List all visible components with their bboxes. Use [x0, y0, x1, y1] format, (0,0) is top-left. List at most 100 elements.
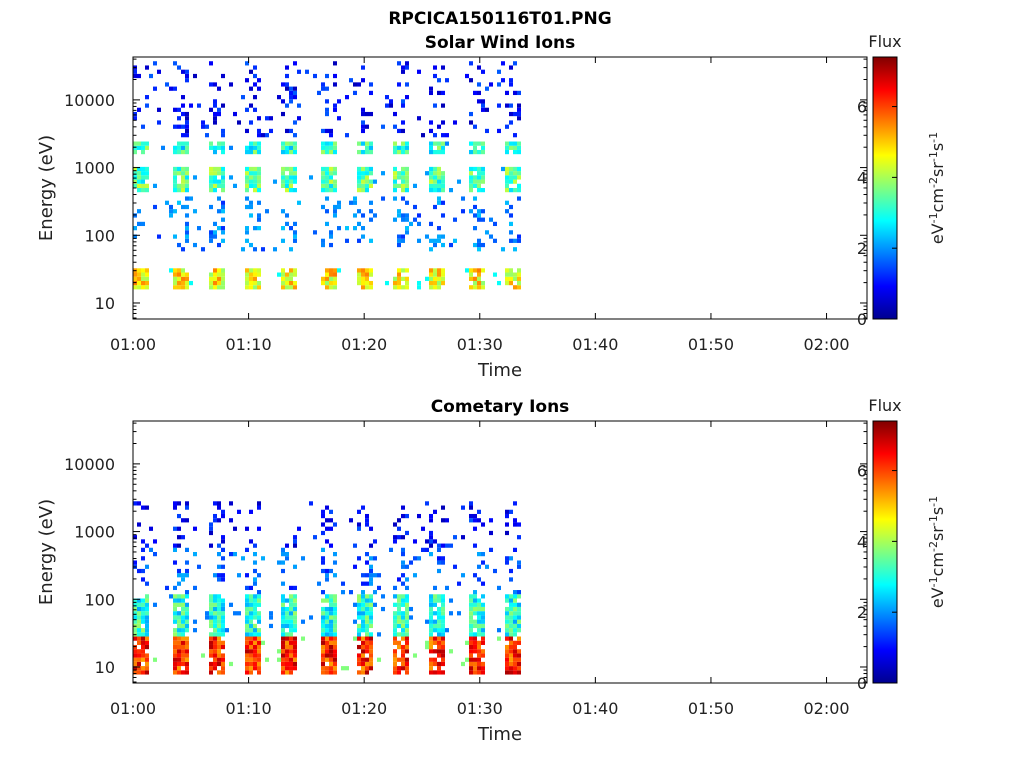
- heatmap-cell: [393, 623, 397, 629]
- heatmap-cell: [173, 602, 177, 607]
- heatmap-cell: [269, 116, 273, 121]
- heatmap-cell: [285, 188, 289, 193]
- heatmap-cell: [445, 518, 449, 523]
- colorbar-tick-label: 6: [857, 98, 867, 117]
- heatmap-cell: [285, 166, 289, 172]
- heatmap-cell: [473, 276, 477, 281]
- heatmap-cell: [397, 82, 401, 87]
- heatmap-cell: [221, 606, 225, 612]
- heatmap-cell: [281, 280, 285, 286]
- heatmap-cell: [137, 661, 141, 667]
- heatmap-cell: [401, 505, 405, 510]
- heatmap-cell: [133, 670, 137, 675]
- heatmap-cell: [505, 560, 509, 565]
- heatmap-cell: [289, 623, 293, 629]
- heatmap-cell: [441, 120, 445, 125]
- heatmap-cell: [329, 632, 333, 637]
- heatmap-cell: [361, 666, 365, 671]
- heatmap-cell: [253, 568, 257, 574]
- heatmap-cell: [485, 564, 489, 569]
- heatmap-cell: [465, 268, 469, 273]
- heatmap-cell: [249, 166, 253, 172]
- heatmap-cell: [189, 196, 193, 201]
- heatmap-cell: [181, 268, 185, 273]
- heatmap-cell: [429, 636, 433, 641]
- heatmap-cell: [229, 501, 233, 506]
- heatmap-cell: [249, 602, 253, 607]
- heatmap-cell: [405, 606, 409, 612]
- heatmap-cell: [497, 585, 501, 591]
- heatmap-cell: [481, 552, 485, 557]
- heatmap-cell: [185, 547, 189, 552]
- heatmap-cell: [393, 611, 397, 616]
- y-tick-label: 10000: [64, 455, 115, 474]
- heatmap-cells: [133, 61, 521, 290]
- heatmap-cell: [509, 619, 513, 624]
- heatmap-cell: [209, 234, 213, 239]
- heatmap-cell: [153, 657, 157, 662]
- heatmap-cell: [177, 501, 181, 506]
- heatmap-cell: [425, 501, 429, 506]
- heatmap-cell: [213, 183, 217, 188]
- heatmap-cell: [293, 280, 297, 286]
- heatmap-cell: [329, 145, 333, 150]
- heatmap-cell: [289, 95, 293, 100]
- heatmap-cell: [217, 111, 221, 117]
- heatmap-cell: [281, 209, 285, 214]
- heatmap-cell: [285, 611, 289, 616]
- heatmap-cell: [325, 606, 329, 612]
- heatmap-cell: [181, 615, 185, 620]
- heatmap-cell: [469, 111, 473, 117]
- heatmap-cell: [481, 560, 485, 565]
- heatmap-cell: [469, 209, 473, 214]
- heatmap-cell: [141, 606, 145, 612]
- heatmap-cell: [217, 268, 221, 273]
- heatmap-cell: [401, 69, 405, 74]
- heatmap-cell: [221, 602, 225, 607]
- heatmap-cell: [509, 166, 513, 172]
- heatmap-cell: [209, 653, 213, 658]
- heatmap-cell: [445, 628, 449, 633]
- heatmap-cell: [257, 670, 261, 675]
- heatmap-cell: [369, 526, 373, 531]
- heatmap-cell: [437, 666, 441, 671]
- heatmap-cell: [157, 120, 161, 125]
- heatmap-cell: [137, 285, 141, 290]
- heatmap-cell: [321, 522, 325, 527]
- heatmap-cell: [161, 145, 165, 150]
- heatmap-cell: [185, 128, 189, 134]
- heatmap-cell: [145, 564, 149, 569]
- heatmap-cell: [325, 666, 329, 671]
- colorbar-tick-label: 2: [857, 603, 867, 622]
- heatmap-cell: [397, 632, 401, 637]
- heatmap-cell: [401, 175, 405, 180]
- heatmap-cell: [249, 615, 253, 620]
- heatmap-cell: [133, 171, 137, 176]
- heatmap-cell: [481, 628, 485, 633]
- heatmap-cell: [217, 285, 221, 290]
- heatmap-cell: [433, 636, 437, 641]
- heatmap-cell: [433, 598, 437, 603]
- heatmap-cell: [185, 141, 189, 146]
- heatmap-cell: [437, 171, 441, 176]
- heatmap-cell: [481, 640, 485, 645]
- heatmap-cell: [209, 611, 213, 616]
- heatmap-cell: [293, 95, 297, 100]
- heatmap-cell: [313, 73, 317, 79]
- heatmap-cell: [177, 653, 181, 658]
- heatmap-cell: [245, 644, 249, 650]
- heatmap-cell: [177, 276, 181, 281]
- heatmap-cell: [185, 615, 189, 620]
- heatmap-cell: [453, 120, 457, 125]
- heatmap-cell: [257, 183, 261, 188]
- heatmap-cell: [369, 615, 373, 620]
- heatmap-cell: [429, 175, 433, 180]
- heatmap-cell: [517, 171, 521, 176]
- heatmap-cell: [509, 78, 513, 83]
- heatmap-cell: [245, 653, 249, 658]
- heatmap-cell: [173, 636, 177, 641]
- heatmap-cell: [285, 644, 289, 650]
- heatmap-cell: [253, 276, 257, 281]
- heatmap-cell: [141, 636, 145, 641]
- heatmap-cell: [441, 556, 445, 561]
